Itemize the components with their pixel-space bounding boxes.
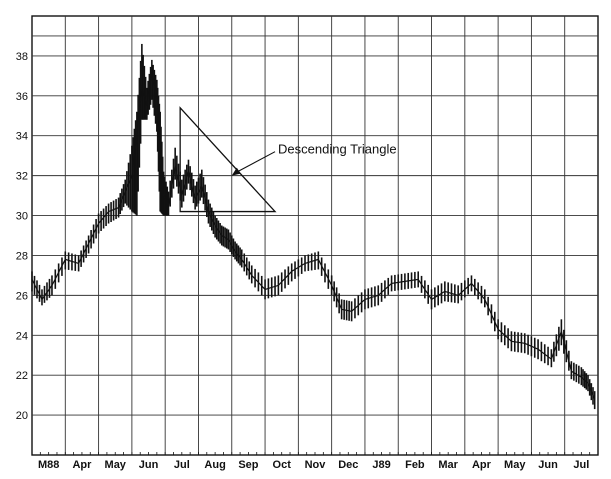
x-tick-label: Feb <box>405 459 425 471</box>
x-tick-label: Apr <box>72 459 92 471</box>
y-tick-label: 36 <box>16 91 28 103</box>
x-tick-label: J89 <box>372 459 390 471</box>
x-tick-label: Sep <box>238 459 258 471</box>
y-tick-label: 26 <box>16 290 28 302</box>
y-tick-label: 38 <box>16 51 28 63</box>
annotation-arrowhead <box>231 167 241 176</box>
descending-triangle-pattern <box>179 106 277 213</box>
chart-grid <box>31 15 599 456</box>
x-tick-label: Mar <box>438 459 458 471</box>
triangle-annotation-label: Descending Triangle <box>278 142 397 157</box>
price-line <box>31 71 596 400</box>
x-tick-label: May <box>105 459 127 471</box>
x-tick-label: Jun <box>538 459 558 471</box>
y-axis-tick-labels: 20 22 24 26 28 30 32 34 36 38 <box>16 51 28 422</box>
y-tick-label: 24 <box>16 330 28 342</box>
y-tick-label: 32 <box>16 171 28 183</box>
x-tick-label: M88 <box>38 459 59 471</box>
annotation-arrow-line <box>235 151 276 174</box>
x-tick-label: Jul <box>573 459 589 471</box>
x-tick-label: Jun <box>139 459 159 471</box>
x-tick-label: Oct <box>273 459 292 471</box>
x-tick-label: Aug <box>204 459 225 471</box>
y-tick-label: 20 <box>16 410 28 422</box>
y-tick-label: 28 <box>16 250 28 262</box>
x-tick-label: Jul <box>174 459 190 471</box>
x-tick-label: Apr <box>472 459 492 471</box>
x-tick-label: Dec <box>338 459 358 471</box>
y-tick-label: 22 <box>16 370 28 382</box>
x-axis-tick-labels: M88 Apr May Jun Jul Aug Sep Oct Nov Dec J89 Feb Mar A… <box>31 452 599 471</box>
triangle-outline <box>179 106 277 213</box>
y-tick-label: 30 <box>16 211 28 223</box>
x-tick-label: Nov <box>305 459 327 471</box>
plot-frame <box>31 15 599 456</box>
price-series <box>31 43 596 410</box>
x-tick-label: May <box>504 459 526 471</box>
y-tick-label: 34 <box>16 131 28 143</box>
